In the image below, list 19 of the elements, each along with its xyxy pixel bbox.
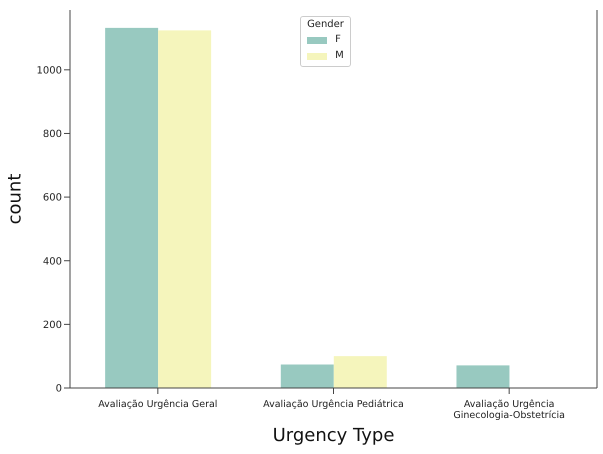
bar: [158, 30, 212, 388]
bar: [456, 365, 510, 388]
y-tick-label: 800: [42, 129, 62, 140]
legend-label: F: [335, 33, 341, 47]
y-tick-label: 200: [42, 320, 62, 331]
y-tick-label: 1000: [36, 65, 62, 76]
legend-label: M: [335, 49, 344, 63]
legend-title: Gender: [307, 19, 344, 30]
y-axis-title: count: [4, 174, 26, 224]
y-tick-label: 600: [42, 192, 62, 204]
bar: [105, 28, 158, 388]
x-tick-label: Avaliação Urgência Ginecologia-Obstetrícia: [453, 399, 565, 421]
x-axis-title: Urgency Type: [272, 424, 394, 446]
x-tick-label: Avaliação Urgência Pediátrica: [263, 399, 404, 410]
y-tick-label: 400: [42, 256, 62, 268]
bar: [280, 364, 334, 388]
y-tick-label: 0: [56, 384, 62, 395]
bar: [334, 356, 387, 388]
x-tick-label: Avaliação Urgência Geral: [98, 399, 218, 410]
